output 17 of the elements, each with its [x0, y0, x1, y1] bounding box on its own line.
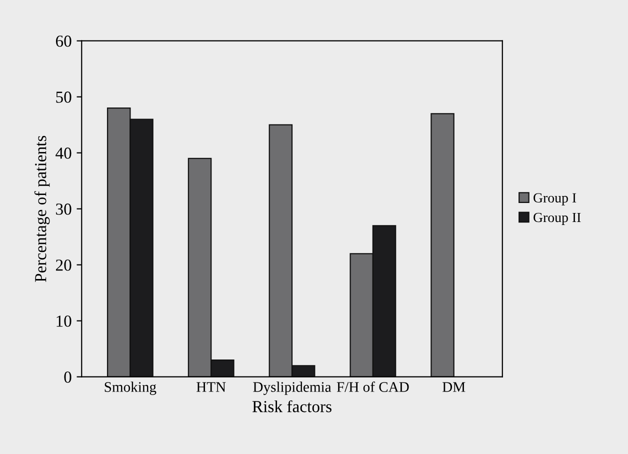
legend-label: Group I [534, 193, 576, 206]
x-tick-label: DM [442, 382, 466, 392]
y-tick-label: 50 [56, 92, 72, 103]
x-tick-label: Dyslipidemia [253, 382, 332, 395]
x-tick-label: HTN [196, 382, 226, 392]
y-tick-label: 40 [56, 148, 72, 159]
y-tick-label: 20 [56, 260, 72, 271]
y-tick-label: 60 [56, 36, 72, 47]
y-tick-label: 0 [64, 372, 72, 383]
legend-label: Group II [534, 212, 581, 225]
x-tick-label: Smoking [104, 382, 156, 395]
x-axis-title: Risk factors [252, 400, 332, 412]
y-tick-label: 10 [56, 316, 72, 327]
bar [430, 113, 454, 377]
y-axis-title: Percentage of patients [34, 136, 50, 282]
y-tick-label: 30 [56, 204, 72, 215]
x-tick-label: F/H of CAD [336, 382, 409, 392]
